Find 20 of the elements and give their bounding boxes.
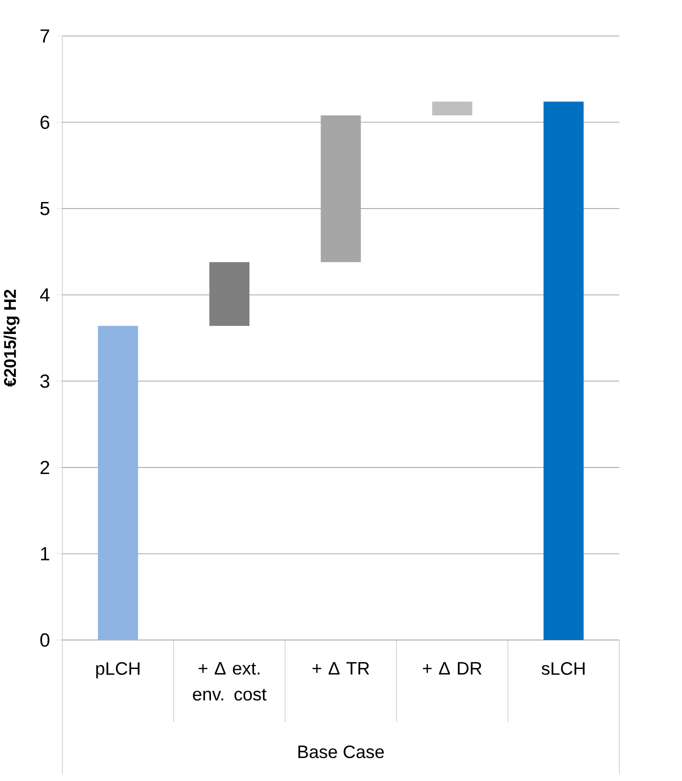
y-tick-label: 2 [40, 460, 50, 474]
x-tick-label: sLCH [542, 662, 585, 675]
bar [432, 102, 472, 116]
x-axis-title: Base Case [298, 745, 384, 758]
bar [320, 115, 361, 262]
y-tick-label: 6 [40, 116, 50, 129]
y-tick-label: 5 [40, 202, 50, 216]
y-tick-label: 3 [40, 374, 50, 388]
x-tick-label: + Δ DR [422, 662, 482, 675]
y-axis-title: €2015/kg H2 [4, 290, 20, 387]
y-tick-label: 0 [40, 633, 50, 647]
x-tick-label: + Δ ext. env. cost [192, 662, 266, 701]
y-tick-label: 4 [40, 288, 50, 302]
bar [544, 102, 584, 640]
y-tick-label: 7 [40, 29, 50, 43]
y-tick-label: 1 [41, 547, 50, 560]
x-tick-label: pLCH [96, 662, 140, 678]
x-tick-label: + Δ TR [312, 662, 370, 675]
bar [98, 326, 138, 640]
bar [209, 262, 250, 326]
